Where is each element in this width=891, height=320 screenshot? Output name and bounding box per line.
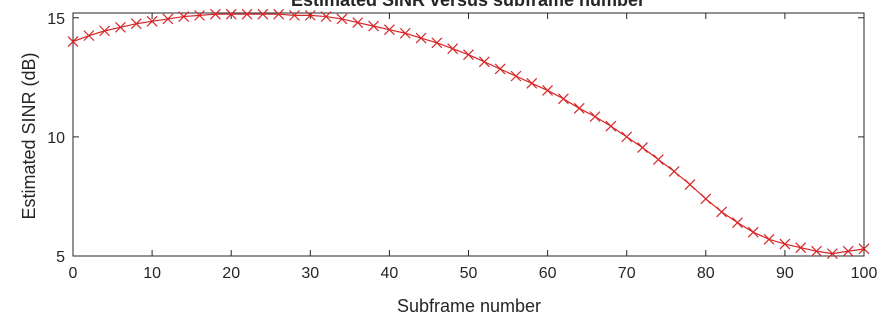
- data-point: [304, 9, 316, 21]
- data-point: [336, 13, 348, 25]
- plot-area: [72, 12, 865, 257]
- data-point: [621, 131, 633, 143]
- data-point: [115, 21, 126, 33]
- data-point: [447, 43, 459, 55]
- x-tick-label: 20: [222, 265, 240, 282]
- data-point: [684, 179, 696, 190]
- data-point: [273, 8, 285, 20]
- data-point: [99, 25, 111, 37]
- data-point: [716, 206, 728, 218]
- data-point: [83, 30, 95, 42]
- y-tick-label: 15: [47, 11, 65, 28]
- data-point: [241, 8, 253, 20]
- data-point: [557, 93, 569, 105]
- data-point: [747, 226, 759, 238]
- data-point: [162, 13, 174, 25]
- x-tick-label: 70: [618, 265, 636, 282]
- data-point: [289, 9, 300, 21]
- x-tick-label: 40: [381, 265, 399, 282]
- data-point: [573, 102, 585, 114]
- y-tick-label: 10: [47, 130, 65, 147]
- chart-title: Estimated SINR versus subframe number: [291, 0, 645, 10]
- x-axis: 0 10 20 30 40 50 60 70 80 90 100: [69, 13, 878, 282]
- data-point: [542, 85, 554, 96]
- data-point: [225, 8, 237, 20]
- x-tick-label: 10: [143, 265, 161, 282]
- data-point: [209, 8, 221, 20]
- plot-frame: [72, 12, 865, 257]
- data-point: [383, 24, 395, 36]
- data-point: [399, 27, 411, 39]
- series-layer: [67, 8, 870, 260]
- data-point: [842, 245, 854, 257]
- x-tick-label: 80: [697, 265, 715, 282]
- data-point: [700, 193, 712, 205]
- data-point: [178, 11, 190, 22]
- data-point: [463, 49, 474, 61]
- data-point: [763, 233, 775, 245]
- data-point: [194, 9, 205, 21]
- data-point: [858, 243, 870, 255]
- data-point: [478, 56, 490, 68]
- x-axis-label: Subframe number: [397, 296, 541, 316]
- data-point: [732, 217, 743, 229]
- data-point: [779, 238, 791, 250]
- data-point: [811, 245, 822, 257]
- data-point: [795, 242, 807, 254]
- data-point: [589, 111, 601, 123]
- data-point: [415, 32, 427, 44]
- x-tick-label: 0: [69, 265, 78, 282]
- data-point: [652, 154, 664, 165]
- y-axis: 5 10 15: [47, 11, 864, 266]
- x-tick-label: 60: [539, 265, 557, 282]
- data-point: [526, 77, 538, 89]
- y-tick-label: 5: [56, 249, 65, 266]
- data-point: [257, 8, 269, 20]
- x-tick-label: 90: [776, 265, 794, 282]
- data-point: [637, 142, 648, 154]
- data-point: [67, 36, 79, 48]
- data-point: [494, 63, 506, 75]
- data-point: [826, 248, 838, 260]
- data-point: [431, 37, 443, 49]
- data-point: [510, 70, 522, 82]
- y-axis-label: Estimated SINR (dB): [19, 52, 39, 219]
- data-point: [320, 11, 332, 22]
- x-tick-label: 100: [851, 265, 878, 282]
- data-point: [368, 20, 380, 32]
- data-point: [668, 166, 680, 177]
- x-tick-label: 30: [301, 265, 319, 282]
- data-point: [605, 120, 617, 132]
- data-point: [130, 18, 142, 30]
- x-tick-label: 50: [460, 265, 478, 282]
- data-point: [146, 15, 158, 27]
- data-point: [352, 17, 364, 28]
